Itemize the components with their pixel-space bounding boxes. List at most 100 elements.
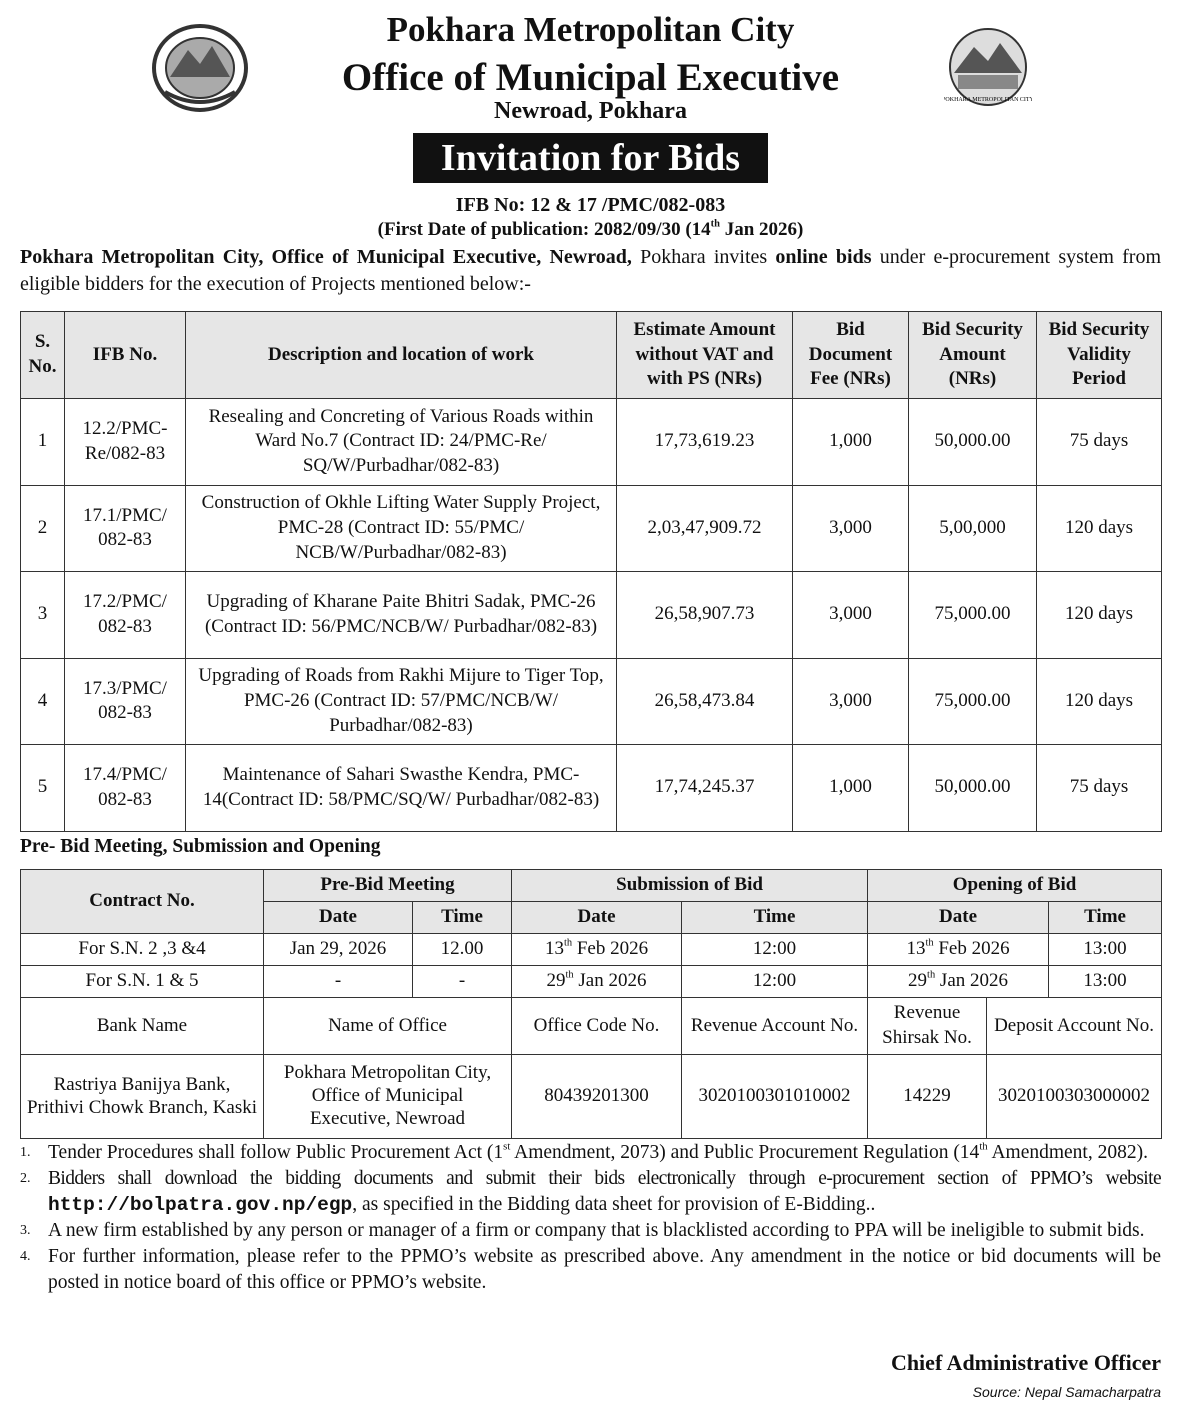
cell: For S.N. 1 & 5 [20, 965, 264, 998]
intro: Pokhara Metropolitan City, Office of Mun… [20, 244, 1161, 298]
text: Feb 2026 [933, 938, 1010, 960]
cell: Maintenance of Sahari Swasthe Kendra, PM… [185, 744, 617, 832]
address: Newroad, Pokhara [494, 98, 687, 124]
note: 1. Tender Procedures shall follow Public … [20, 1140, 1161, 1166]
cell: 2 [20, 484, 65, 572]
cell: 75 days [1036, 398, 1162, 486]
note: 2. Bidders shall download the bidding doc… [20, 1166, 1162, 1218]
source: Source: Nepal Samacharpatra [972, 1384, 1161, 1400]
text: 29 [546, 970, 566, 992]
sup: th [565, 969, 574, 981]
cell: - [263, 965, 413, 998]
cell: Jan 29, 2026 [263, 933, 413, 966]
cell: 3 [20, 571, 65, 659]
column-header: Date [511, 901, 683, 934]
group-header: Submission of Bid [511, 869, 869, 902]
cell: 120 days [1036, 657, 1162, 745]
row: For S.N. 2 ,3 &4 Jan 29, 2026 12.00 13th Fe… [20, 933, 1163, 966]
column-header: Bank Name [20, 997, 264, 1055]
schedule-heading: Pre- Bid Meeting, Submission and Opening [20, 836, 381, 857]
cell: 50,000.00 [908, 398, 1037, 486]
sup: th [927, 969, 936, 981]
column-header: Bid Security Validity Period [1036, 311, 1162, 399]
text: Feb 2026 [572, 938, 649, 960]
cell: 12.2/PMC-Re/082-83 [64, 398, 186, 486]
schedule-table: Contract No. Pre-Bid Meeting Submission of… [20, 869, 1163, 1139]
cell: 13th Feb 2026 [511, 933, 683, 966]
column-header: Description and location of work [185, 311, 617, 399]
cell: Upgrading of Roads from Rakhi Mijure to … [185, 657, 617, 745]
text: Bidders shall download the bidding docum… [48, 1168, 1162, 1189]
header-row: Date Time Date Time Date Time [21, 901, 1163, 934]
row: 2 17.1/PMC/ 082-83 Construction of Okhle L… [20, 484, 1162, 572]
notes: 1. Tender Procedures shall follow Public … [20, 1140, 1162, 1296]
text: 29 [908, 970, 928, 992]
column-header: Bid Document Fee (NRs) [792, 311, 909, 399]
cell: 3020100303000002 [986, 1054, 1163, 1139]
cell: 17.3/PMC/ 082-83 [64, 657, 186, 745]
note-text: For further information, please refer to… [48, 1246, 1161, 1293]
cell: 17,73,619.23 [616, 398, 793, 486]
cell: 75 days [1036, 744, 1162, 832]
cell: 17.4/PMC/ 082-83 [64, 744, 186, 832]
cell: 1,000 [792, 398, 909, 486]
nepal-emblem [152, 24, 248, 112]
column-header: IFB No. [64, 311, 186, 399]
text: Jan 2026) [719, 219, 804, 240]
column-header: Date [867, 901, 1050, 934]
note-text: Tender Procedures shall follow Public Pr… [48, 1140, 1161, 1166]
cell: 5 [20, 744, 65, 832]
cell: 120 days [1036, 571, 1162, 659]
cell: 12:00 [681, 933, 869, 966]
cell: Pokhara Metropolitan City, Office of Mun… [262, 1054, 513, 1139]
cell: 13:00 [1048, 933, 1163, 966]
text: Amendment, 2082). [987, 1142, 1148, 1163]
header-row: S. No. IFB No. Description and location of… [20, 311, 1162, 399]
row: For S.N. 1 & 5- -29th Jan 2026 12:00 29th J… [20, 965, 1163, 998]
note-text: A new firm established by any person or … [48, 1220, 1145, 1241]
cell: 3,000 [792, 657, 909, 745]
text: Jan 2026 [573, 970, 647, 992]
column-header: Revenue Shirsak No. [867, 997, 988, 1055]
cell: 17,74,245.37 [616, 744, 793, 832]
cell: 13th Feb 2026 [867, 933, 1050, 966]
cell: 17.2/PMC/ 082-83 [64, 571, 186, 659]
cell: 120 days [1036, 484, 1162, 572]
cell: Upgrading of Kharane Paite Bhitri Sadak,… [185, 571, 617, 659]
cell: 4 [20, 657, 65, 745]
cell: 2,03,47,909.72 [616, 484, 793, 572]
sup: th [710, 218, 720, 230]
header-row: Contract No. Pre-Bid Meeting Submission of… [20, 869, 1163, 934]
column-header: Bid Security Amount (NRs) [908, 311, 1037, 399]
text: Pokhara Metropolitan City, Office of Mun… [20, 246, 632, 268]
subtitle: Office of Municipal Executive [341, 56, 840, 99]
svg-text:POKHARA METROPOLITAN CITY: POKHARA METROPOLITAN CITY [944, 97, 1032, 103]
row: Rastriya Banijya Bank, Prithivi Chowk Br… [20, 1054, 1163, 1139]
sup: st [503, 1140, 511, 1153]
cell: 26,58,473.84 [616, 657, 793, 745]
column-header: Office Code No. [511, 997, 683, 1055]
column-header: Name of Office [262, 997, 513, 1055]
text: online bids [775, 246, 872, 268]
sup: th [563, 937, 573, 949]
note: 4. For further information, please refer … [20, 1244, 1161, 1296]
text: Amendment, 2073) and Public Procurement … [510, 1142, 980, 1163]
link: http://bolpatra.gov.np/egp [48, 1194, 353, 1216]
column-header: Time [1048, 901, 1163, 934]
cell: 1,000 [792, 744, 909, 832]
cell: 50,000.00 [908, 744, 1037, 832]
note-number: 2. [20, 1171, 31, 1186]
cell: 13:00 [1048, 965, 1163, 998]
city-logo: POKHARA METROPOLITAN CITY [944, 28, 1032, 106]
sup: th [925, 937, 934, 949]
note-number: 1. [20, 1145, 31, 1160]
ifb-no: IFB No: 12 & 17 /PMC/082-083 [455, 194, 726, 216]
signature: Chief Administrative Officer [890, 1350, 1161, 1375]
column-header: Contract No. [20, 869, 264, 934]
note-text: Bidders shall download the bidding docum… [48, 1166, 1162, 1218]
text: under e-procurement system from eligible… [20, 246, 1161, 295]
text: (First Date of publication: 2082/09/30 (… [377, 219, 711, 240]
note-number: 4. [20, 1249, 31, 1264]
cell: 5,00,000 [908, 484, 1037, 572]
